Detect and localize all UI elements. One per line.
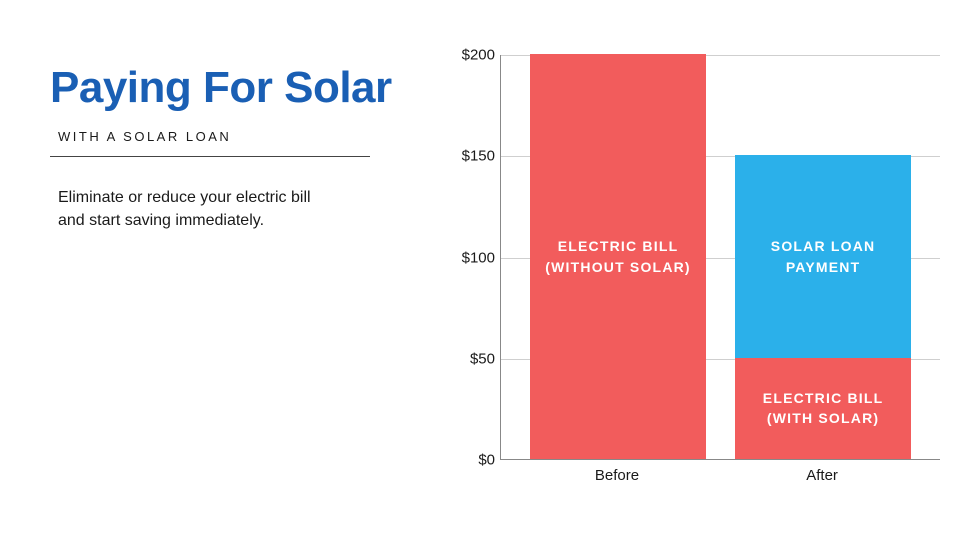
bar-segment: ELECTRIC BILL(WITHOUT SOLAR) bbox=[530, 54, 706, 459]
bar-before: ELECTRIC BILL(WITHOUT SOLAR) bbox=[530, 54, 706, 459]
x-tick-label: Before bbox=[529, 467, 705, 484]
body-text: Eliminate or reduce your electric bill a… bbox=[58, 187, 338, 232]
divider bbox=[50, 156, 370, 157]
y-tick-label: $200 bbox=[445, 47, 495, 64]
y-tick-label: $150 bbox=[445, 148, 495, 165]
bar-segment: SOLAR LOANPAYMENT bbox=[735, 155, 911, 358]
y-tick-label: $100 bbox=[445, 249, 495, 266]
page: Paying For Solar WITH A SOLAR LOAN Elimi… bbox=[0, 0, 960, 540]
text-panel: Paying For Solar WITH A SOLAR LOAN Elimi… bbox=[50, 65, 420, 232]
page-subtitle: WITH A SOLAR LOAN bbox=[58, 129, 420, 144]
y-tick-label: $50 bbox=[445, 350, 495, 367]
page-title: Paying For Solar bbox=[50, 65, 420, 111]
y-tick-label: $0 bbox=[445, 452, 495, 469]
plot-area: ELECTRIC BILL(WITHOUT SOLAR)ELECTRIC BIL… bbox=[500, 55, 940, 460]
bar-after: ELECTRIC BILL(WITH SOLAR)SOLAR LOANPAYME… bbox=[735, 155, 911, 459]
bar-segment: ELECTRIC BILL(WITH SOLAR) bbox=[735, 358, 911, 459]
cost-comparison-chart: ELECTRIC BILL(WITHOUT SOLAR)ELECTRIC BIL… bbox=[440, 55, 940, 505]
x-tick-label: After bbox=[734, 467, 910, 484]
